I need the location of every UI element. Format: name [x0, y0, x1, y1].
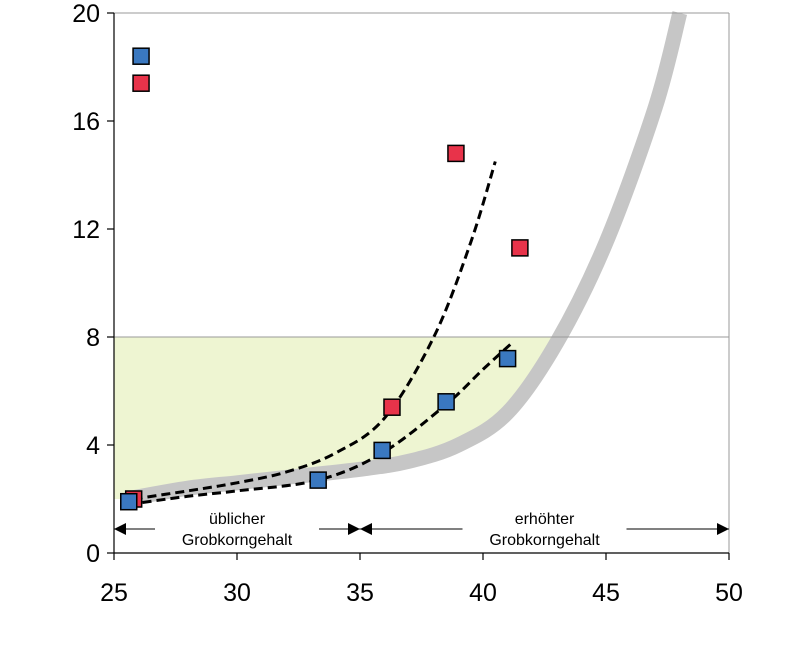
red-square-point	[511, 239, 529, 257]
range-arrowhead-right	[717, 523, 729, 535]
range-label-line2: Grobkorngehalt	[489, 532, 600, 549]
range-label-line2: Grobkorngehalt	[182, 532, 293, 549]
range-arrowhead-left	[360, 523, 372, 535]
range-arrowhead-right	[348, 523, 360, 535]
blue-square-point	[309, 471, 327, 489]
range-arrowhead-left	[114, 523, 126, 535]
y-tick-label: 8	[86, 324, 100, 352]
x-tick-label: 25	[100, 579, 128, 607]
dashed-fit-curve-1	[133, 161, 497, 501]
blue-square-point	[437, 393, 455, 411]
dashed-curves-layer	[128, 161, 514, 506]
tick-labels-layer: 0 4 8 12 16 20 25 30 35 40 45 50	[72, 0, 743, 607]
range-label-line1: üblicher	[209, 511, 266, 528]
x-tick-label: 45	[592, 579, 620, 607]
data-points-layer	[120, 47, 529, 511]
dashed-fit-curve-2	[128, 341, 514, 506]
range-annotations-layer: üblicher Grobkorngehalt erhöhter Grobkornge…	[114, 511, 729, 549]
x-tick-label: 50	[715, 579, 743, 607]
x-tick-label: 40	[469, 579, 497, 607]
range-label-line1: erhöhter	[515, 511, 575, 528]
plot-frame-layer	[107, 12, 730, 560]
blue-square-point	[132, 47, 150, 65]
shaded-region-layer	[114, 337, 560, 499]
red-square-point	[383, 398, 401, 416]
red-square-point	[447, 144, 465, 163]
red-square-point	[132, 74, 150, 92]
blue-square-point	[373, 441, 391, 460]
x-tick-label: 35	[346, 579, 374, 607]
y-tick-label: 12	[72, 216, 100, 244]
y-tick-label: 20	[72, 0, 100, 28]
blue-square-point	[498, 349, 517, 368]
blue-square-point	[120, 492, 138, 511]
y-tick-label: 0	[86, 540, 100, 568]
x-tick-label: 30	[223, 579, 251, 607]
shaded-region	[114, 337, 560, 499]
y-tick-label: 4	[86, 432, 100, 460]
y-tick-label: 16	[72, 108, 100, 136]
